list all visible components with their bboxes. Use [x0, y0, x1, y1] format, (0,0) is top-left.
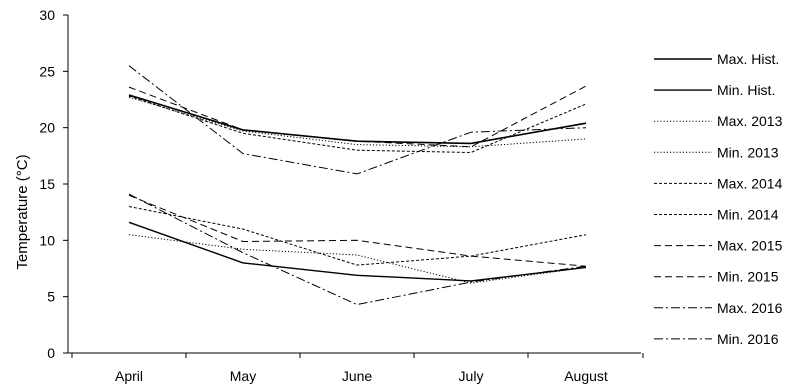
legend-label: Min. 2013	[717, 144, 779, 160]
legend-label: Max. Hist.	[717, 51, 779, 67]
series-line-max-2016	[128, 65, 587, 175]
legend-label: Max. 2014	[717, 175, 783, 191]
x-tick-label: June	[342, 368, 373, 384]
legend-label: Min. 2014	[717, 207, 779, 223]
x-tick-label: August	[564, 368, 608, 384]
series-line-min-hist	[128, 221, 587, 282]
series-line-min-2013	[128, 234, 587, 284]
legend-label: Max. 2016	[717, 300, 783, 316]
series-line-max-2014	[128, 95, 587, 154]
x-tick-label: July	[459, 368, 484, 384]
y-tick-label: 25	[39, 63, 55, 79]
x-axis-ticks: April May June July August	[71, 353, 644, 384]
y-axis-title: Temperature (°C)	[14, 154, 31, 269]
legend-label: Min. Hist.	[717, 82, 775, 98]
y-axis-ticks: 0 5 10 15 20 25 30	[39, 7, 68, 361]
series-line-max-2013	[128, 96, 587, 148]
series-line-min-2014	[128, 206, 587, 266]
series-line-min-2016	[128, 193, 587, 306]
y-tick-label: 30	[39, 7, 55, 23]
legend-label: Max. 2013	[717, 113, 783, 129]
y-tick-label: 10	[39, 232, 55, 248]
legend: Max. Hist. Min. Hist. Max. 2013 Min. 2013 Ma…	[654, 51, 783, 347]
x-tick-label: April	[115, 368, 143, 384]
series-line-max-hist	[128, 94, 587, 145]
legend-label: Min. 2015	[717, 269, 779, 285]
series-line-max-2015	[128, 85, 587, 148]
y-tick-label: 0	[47, 345, 55, 361]
series-lines	[128, 65, 587, 306]
legend-label: Min. 2016	[717, 331, 779, 347]
legend-label: Max. 2015	[717, 238, 783, 254]
x-tick-label: May	[230, 368, 256, 384]
series-line-min-2015	[128, 194, 587, 267]
y-tick-label: 15	[39, 176, 55, 192]
y-tick-label: 20	[39, 120, 55, 136]
y-tick-label: 5	[47, 289, 55, 305]
